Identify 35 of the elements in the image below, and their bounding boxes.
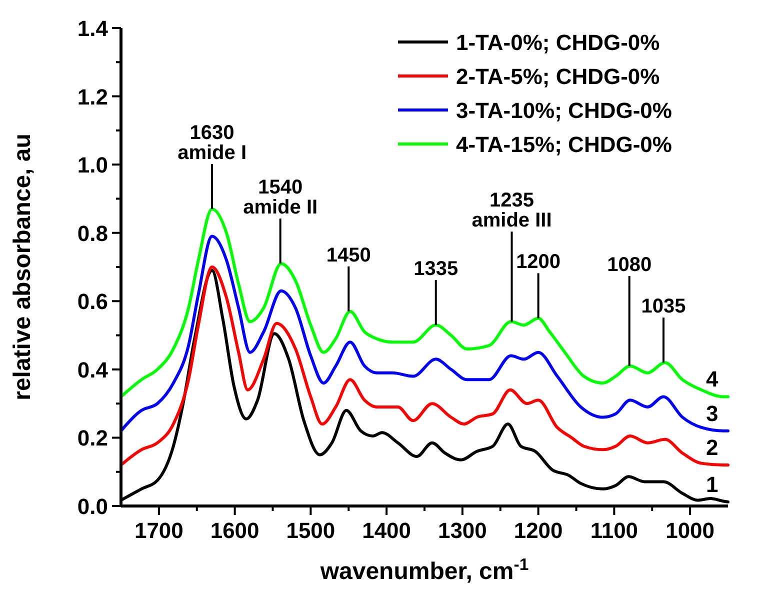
annotation: 1450 [326, 244, 371, 266]
legend-label: 1-TA-0%; CHDG-0% [456, 30, 660, 55]
legend-label: 4-TA-15%; CHDG-0% [456, 132, 672, 157]
x-tick-label: 1000 [666, 518, 715, 543]
x-tick-label: 1700 [134, 518, 184, 543]
y-tick-label: 0.4 [77, 357, 109, 382]
x-axis-title: wavenumber, cm$^{-1}$ [319, 554, 529, 585]
y-tick-label: 1.0 [77, 152, 108, 178]
x-tick-label: 1500 [286, 518, 336, 543]
x-tick-label: 1400 [362, 518, 412, 543]
x-tick-label: 1100 [590, 518, 638, 543]
annotation: 1540 amide II [243, 176, 318, 219]
annotation: 2 [706, 435, 718, 460]
y-tick-label: 0.2 [77, 426, 108, 451]
line-series [120, 234, 730, 432]
annotation: 1035 [641, 296, 686, 318]
annotation: 4 [706, 366, 719, 392]
annotation: 1200 [516, 251, 561, 274]
annotation: 1 [706, 472, 718, 497]
x-tick-label: 1300 [438, 518, 487, 543]
y-tick-label: 1.4 [77, 16, 109, 41]
annotation: 1235 amide III [472, 190, 552, 232]
x-tick-label: 1600 [210, 518, 260, 543]
y-axis-title: relative absorbance, au [9, 134, 36, 400]
annotation: 1630 amide I [178, 122, 247, 164]
y-tick-label: 1.2 [77, 84, 108, 110]
y-tick-label: 0.6 [77, 289, 108, 314]
annotation: 1335 [414, 258, 458, 280]
y-tick-label: 0.0 [77, 494, 108, 519]
y-tick-label: 0.8 [77, 220, 108, 246]
legend-label: 2-TA-5%; CHDG-0% [456, 64, 660, 89]
annotation: 1080 [607, 254, 652, 276]
annotation: 3 [706, 400, 718, 426]
legend-label: 3-TA-10%; CHDG-0% [456, 98, 672, 123]
x-tick-label: 1200 [514, 518, 563, 543]
